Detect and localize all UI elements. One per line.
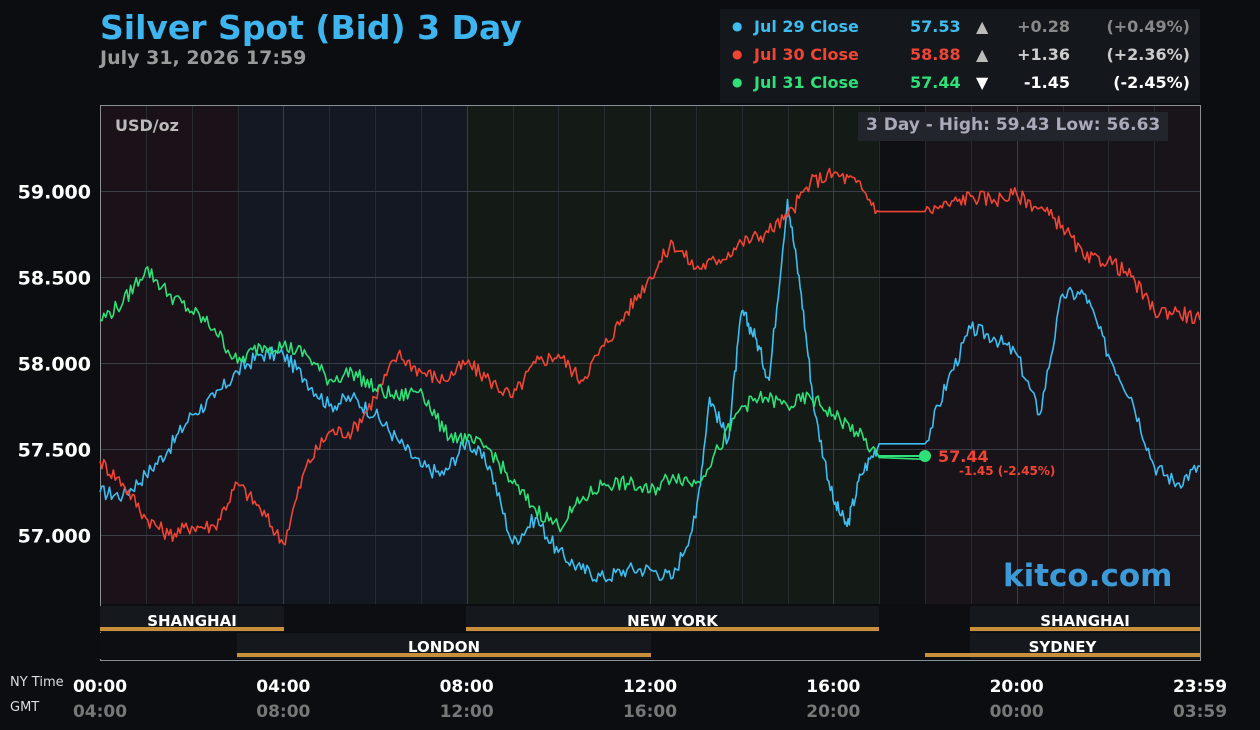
x-axis-ticks: 00:00 04:00 04:00 08:00 08:00 12:00 12:00 16:00…: [73, 677, 1227, 722]
market-label-newyork: NEW YORK: [627, 612, 718, 630]
x-tick-label-ny: 20:00: [990, 677, 1044, 697]
legend-percent: (+2.36%): [1106, 45, 1190, 64]
legend-name: Jul 31 Close: [754, 73, 859, 92]
london-bar: [237, 653, 651, 657]
newyork-bar: [466, 627, 879, 631]
legend-row-jul31: ● Jul 31 Close 57.44 ▼ -1.45 (-2.45%): [720, 69, 1200, 97]
legend-value: 58.88: [910, 45, 961, 64]
legend-arrow-down-icon: ▼: [976, 73, 989, 92]
legend-arrow-up-icon: ▲: [976, 45, 989, 64]
x-tick-label-gmt: 03:59: [1173, 702, 1227, 722]
x-tick-label-ny: 04:00: [256, 677, 310, 697]
legend-percent: (+0.49%): [1106, 17, 1190, 36]
current-price-marker: [919, 450, 931, 462]
plot-border: [100, 105, 1201, 661]
market-label-london: LONDON: [407, 638, 481, 656]
legend-change: +0.28: [1017, 17, 1070, 36]
y-tick-label: 57.500: [18, 440, 91, 462]
legend-name: Jul 29 Close: [754, 17, 859, 36]
units-label: USD/oz: [115, 116, 179, 135]
gmt-label: GMT: [10, 700, 40, 715]
legend-dot-icon: ●: [732, 47, 743, 61]
x-tick-label-gmt: 12:00: [440, 702, 494, 722]
x-tick-label-gmt: 16:00: [623, 702, 677, 722]
series-line-jul-29-close: [99, 198, 1201, 583]
asia-session-bg: [101, 106, 237, 604]
shanghai-bar-1: [100, 627, 284, 631]
x-tick-label-ny: 16:00: [806, 677, 860, 697]
legend-change: -1.45: [1023, 73, 1070, 92]
ny-time-label: NY Time: [10, 675, 64, 690]
legend-row-jul30: ● Jul 30 Close 58.88 ▲ +1.36 (+2.36%): [720, 41, 1200, 69]
high-low-badge: 3 Day - High: 59.43 Low: 56.63: [858, 112, 1169, 141]
market-gap: [100, 633, 237, 659]
legend-change: +1.36: [1017, 45, 1070, 64]
shanghai-bar-2: [970, 627, 1200, 631]
chart-timestamp: July 31, 2026 17:59: [100, 47, 307, 69]
market-gap: [651, 633, 879, 659]
kitco-watermark[interactable]: kitco.com: [1003, 558, 1173, 594]
y-tick-label: 57.000: [18, 526, 91, 548]
legend-name: Jul 30 Close: [754, 45, 859, 64]
market-label-sydney: SYDNEY: [1028, 638, 1097, 656]
y-axis-ticks: 57.000 57.500 58.000 58.500 59.000: [18, 182, 91, 548]
market-label-shanghai: SHANGHAI: [147, 612, 237, 630]
y-tick-label: 58.000: [18, 354, 91, 376]
series-lines: [99, 167, 1201, 583]
legend-dot-icon: ●: [732, 75, 743, 89]
x-tick-label-gmt: 20:00: [806, 702, 860, 722]
series-line-jul-30-close: [99, 167, 1201, 546]
legend-value: 57.53: [910, 17, 961, 36]
x-tick-label-ny: 08:00: [440, 677, 494, 697]
series-line-jul-31-close: [99, 266, 926, 533]
x-tick-label-ny: 12:00: [623, 677, 677, 697]
legend: ● Jul 29 Close 57.53 ▲ +0.28 (+0.49%) ● …: [720, 9, 1200, 103]
legend-arrow-up-icon: ▲: [976, 17, 989, 36]
current-change-label: -1.45 (-2.45%): [959, 464, 1056, 478]
y-tick-label: 58.500: [18, 268, 91, 290]
x-tick-label-gmt: 00:00: [990, 702, 1044, 722]
x-tick-label-gmt: 04:00: [73, 702, 127, 722]
x-tick-label-ny: 00:00: [73, 677, 127, 697]
market-gap: [284, 606, 466, 632]
closed-session-bg: [879, 106, 925, 604]
chart-title: Silver Spot (Bid) 3 Day: [100, 8, 522, 47]
market-label-shanghai: SHANGHAI: [1040, 612, 1130, 630]
asia-session-bg-2: [925, 106, 1200, 604]
x-tick-label-gmt: 08:00: [256, 702, 310, 722]
x-tick-label-ny: 23:59: [1173, 677, 1227, 697]
legend-value: 57.44: [910, 73, 961, 92]
y-tick-label: 59.000: [18, 182, 91, 204]
legend-row-jul29: ● Jul 29 Close 57.53 ▲ +0.28 (+0.49%): [720, 13, 1200, 41]
sydney-bar: [925, 653, 1200, 657]
market-gap: [879, 606, 970, 660]
current-price-label: 57.44: [938, 447, 989, 466]
legend-dot-icon: ●: [732, 19, 743, 33]
legend-percent: (-2.45%): [1113, 73, 1190, 92]
